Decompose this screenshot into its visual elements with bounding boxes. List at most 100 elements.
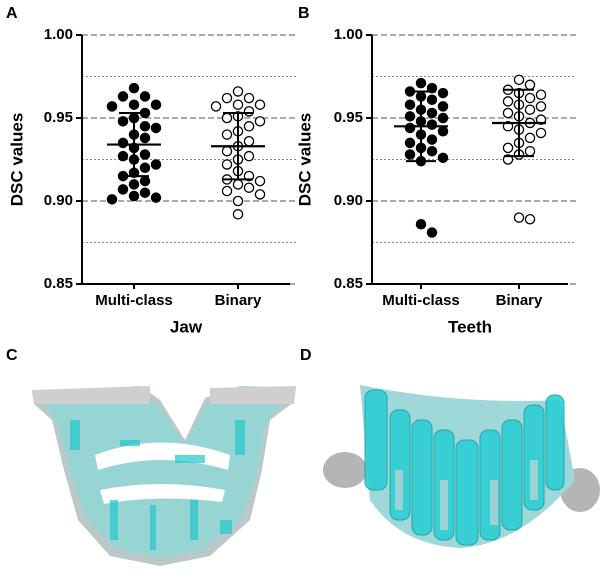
data-point xyxy=(243,121,255,132)
data-point xyxy=(150,122,162,134)
y-axis-label: DSC values xyxy=(295,113,314,207)
panel-label: B xyxy=(298,5,310,22)
data-point xyxy=(243,182,255,193)
data-point xyxy=(128,99,140,110)
data-point xyxy=(106,194,118,205)
data-point xyxy=(254,175,266,187)
data-point xyxy=(404,137,416,149)
data-point xyxy=(150,159,162,170)
data-point xyxy=(404,149,416,160)
data-point xyxy=(232,179,244,190)
data-point xyxy=(254,189,266,200)
y-tick-label: 0.95 xyxy=(44,109,73,126)
data-point xyxy=(502,107,514,119)
data-point xyxy=(243,170,255,182)
x-tick-label: Multi-class xyxy=(95,292,173,309)
data-point xyxy=(524,214,536,225)
data-point xyxy=(437,126,449,137)
data-point xyxy=(243,92,255,104)
data-point xyxy=(139,91,151,102)
data-point xyxy=(404,122,416,134)
data-point xyxy=(524,92,536,104)
panel-label: D xyxy=(300,347,312,364)
data-point xyxy=(243,106,255,117)
data-point xyxy=(524,104,536,115)
data-point xyxy=(117,137,129,149)
y-tick-label: 0.85 xyxy=(44,275,73,292)
data-point xyxy=(139,175,151,187)
data-point xyxy=(128,179,140,190)
data-point xyxy=(535,89,547,101)
x-tick-label: Binary xyxy=(215,292,262,309)
data-point xyxy=(415,77,427,89)
jaw-render xyxy=(32,386,296,566)
x-tick-label: Multi-class xyxy=(382,292,460,309)
data-point xyxy=(232,86,244,97)
data-point xyxy=(139,162,151,174)
data-point xyxy=(426,94,438,105)
data-point xyxy=(139,187,151,198)
data-point xyxy=(426,227,438,238)
data-point xyxy=(502,96,514,107)
data-point xyxy=(535,127,547,139)
data-point xyxy=(437,152,449,164)
data-point xyxy=(426,134,438,145)
data-point xyxy=(243,150,255,162)
data-point xyxy=(221,92,233,104)
data-point xyxy=(128,190,140,202)
x-axis-label: Teeth xyxy=(448,317,492,336)
data-point xyxy=(221,112,233,124)
data-point xyxy=(437,101,449,112)
data-point xyxy=(524,145,536,157)
y-tick-label: 1.00 xyxy=(44,26,73,43)
panel-label: A xyxy=(6,5,18,22)
data-point xyxy=(117,150,129,162)
data-point xyxy=(437,112,449,124)
data-point xyxy=(221,159,233,170)
data-point xyxy=(221,145,233,157)
y-tick-label: 0.85 xyxy=(334,275,363,292)
y-tick-label: 0.90 xyxy=(44,192,73,209)
data-point xyxy=(117,91,129,102)
data-point xyxy=(437,87,449,99)
data-point xyxy=(426,119,438,130)
data-point xyxy=(210,101,222,112)
data-point xyxy=(426,145,438,157)
x-tick-label: Binary xyxy=(496,292,543,309)
data-point xyxy=(513,212,525,223)
data-point xyxy=(502,154,514,165)
data-point xyxy=(232,99,244,110)
data-point xyxy=(150,192,162,203)
data-point xyxy=(150,99,162,110)
data-point xyxy=(117,116,129,127)
data-point xyxy=(513,74,525,86)
data-point xyxy=(404,111,416,122)
data-point xyxy=(243,135,255,147)
data-point xyxy=(106,101,118,112)
data-point xyxy=(128,82,140,94)
data-point xyxy=(139,149,151,160)
data-point xyxy=(426,82,438,94)
y-tick-label: 0.95 xyxy=(334,109,363,126)
data-point xyxy=(221,185,233,197)
data-point xyxy=(254,116,266,127)
x-axis-label: Jaw xyxy=(170,317,203,336)
data-point xyxy=(426,107,438,119)
data-point xyxy=(502,142,514,154)
y-tick-label: 0.90 xyxy=(334,192,363,209)
data-point xyxy=(139,121,151,132)
data-point xyxy=(232,209,244,220)
teeth-render xyxy=(323,385,600,548)
data-point xyxy=(117,184,129,195)
y-axis-label: DSC values xyxy=(7,113,26,207)
y-tick-label: 1.00 xyxy=(334,26,363,43)
data-point xyxy=(415,218,427,230)
data-point xyxy=(524,79,536,91)
data-point xyxy=(404,99,416,110)
data-point xyxy=(232,195,244,207)
data-point xyxy=(524,132,536,144)
data-point xyxy=(139,132,151,144)
panel-label: C xyxy=(6,347,18,364)
data-point xyxy=(254,99,266,110)
